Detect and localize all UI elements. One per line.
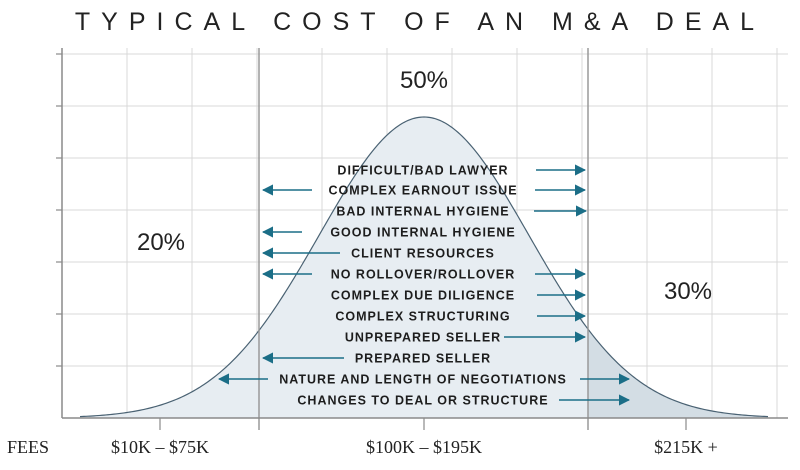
segment-dividers: [258, 48, 589, 430]
x-axis-labels: FEES $10K – $75K $100K – $195K $215K +: [7, 437, 718, 457]
area-segment-low: [80, 330, 259, 418]
area-segment-mid: [259, 117, 588, 418]
factor-label: DIFFICULT/BAD LAWYER: [337, 164, 508, 178]
segment-percent-label: 30%: [664, 278, 712, 305]
factor-label: COMPLEX EARNOUT ISSUE: [328, 184, 517, 198]
factor-label: UNPREPARED SELLER: [345, 331, 501, 345]
segment-percent-label: 50%: [400, 67, 448, 94]
segment-percent-label: 20%: [137, 229, 185, 256]
factor-label: COMPLEX STRUCTURING: [335, 310, 510, 324]
distribution-area: [79, 116, 769, 418]
axes: [56, 48, 788, 430]
chart-title: TYPICAL COST OF AN M&A DEAL: [75, 8, 765, 36]
factor-label: NO ROLLOVER/ROLLOVER: [331, 268, 516, 282]
factor-label: COMPLEX DUE DILIGENCE: [331, 289, 515, 303]
x-tick-label: $100K – $195K: [366, 437, 482, 457]
cost-factors: DIFFICULT/BAD LAWYER COMPLEX EARNOUT ISSU…: [217, 164, 631, 408]
factor-label: PREPARED SELLER: [355, 352, 491, 366]
x-tick-label: $10K – $75K: [111, 437, 209, 457]
x-tick-label: $215K +: [654, 437, 718, 457]
distribution-curve: [79, 116, 769, 418]
factor-label: GOOD INTERNAL HYGIENE: [330, 226, 515, 240]
segment-percent-labels: 20% 50% 30%: [137, 67, 712, 305]
area-segment-high: [588, 329, 768, 418]
factor-label: NATURE AND LENGTH OF NEGOTIATIONS: [279, 373, 567, 387]
x-axis-title: FEES: [7, 437, 49, 457]
factor-label: CLIENT RESOURCES: [351, 247, 495, 261]
factor-label: CHANGES TO DEAL OR STRUCTURE: [297, 394, 548, 408]
factor-label: BAD INTERNAL HYGIENE: [336, 205, 509, 219]
